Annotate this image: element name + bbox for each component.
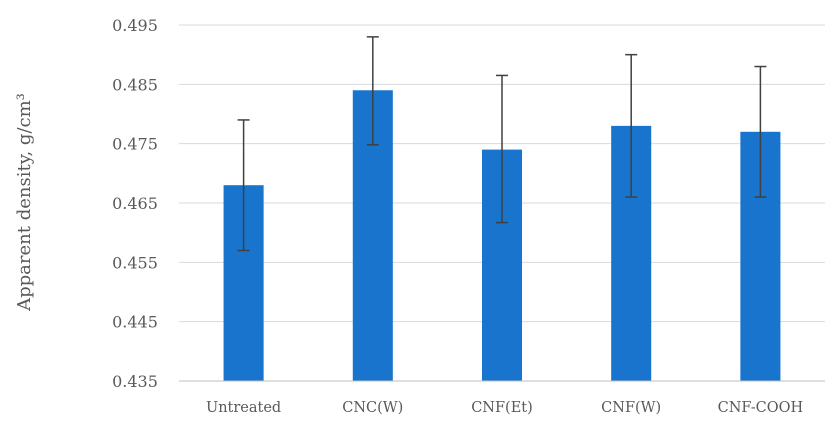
y-tick-label: 0.465: [112, 194, 158, 213]
y-tick-label: 0.445: [112, 313, 158, 332]
axes: 0.435 0.445 0.455 0.465 0.475 0.485 0.495 Untre…: [112, 16, 825, 416]
y-axis-title: Apparent density, g/cm³: [14, 93, 35, 312]
y-tick-label: 0.435: [112, 372, 158, 391]
y-tick-label: 0.455: [112, 253, 158, 272]
x-tick-label: CNF(W): [601, 400, 661, 416]
y-tick-label: 0.475: [112, 135, 158, 154]
y-tick-label: 0.495: [112, 16, 158, 35]
error-bars: [237, 36, 767, 252]
x-tick-label: CNF(Et): [471, 400, 533, 416]
x-tick-label: Untreated: [206, 400, 281, 416]
x-tick-label: CNC(W): [342, 400, 403, 416]
x-tick-label: CNF-COOH: [718, 400, 804, 416]
y-tick-label: 0.485: [112, 75, 158, 94]
